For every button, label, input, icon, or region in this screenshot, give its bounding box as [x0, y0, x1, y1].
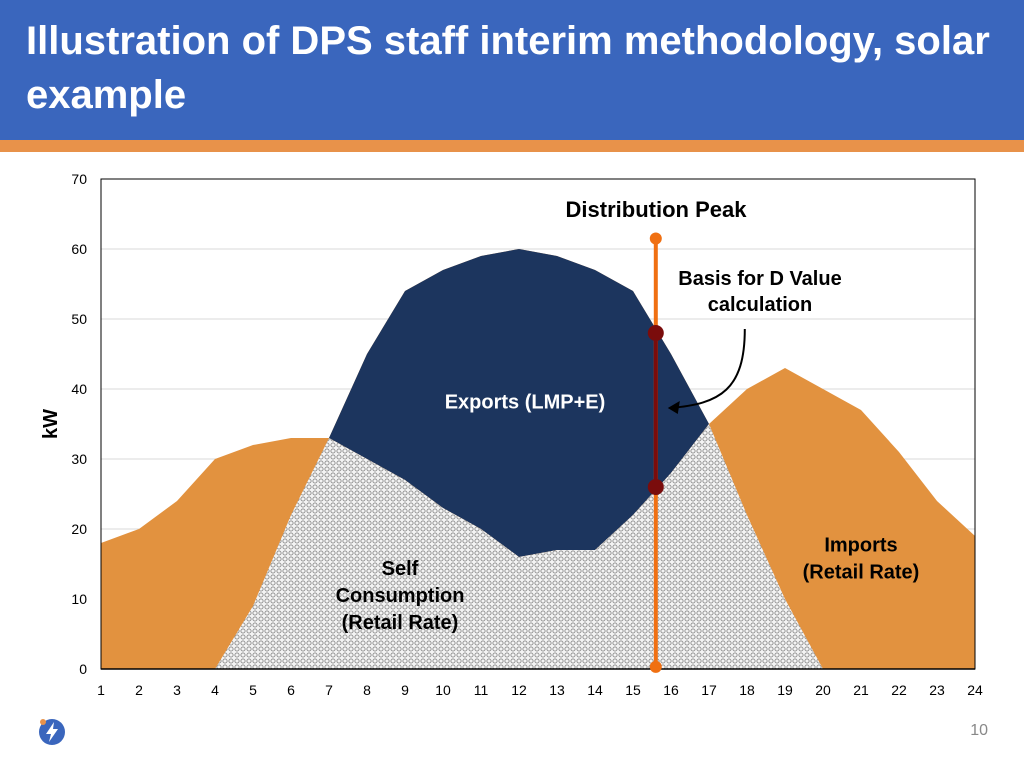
x-tick-label: 13	[549, 682, 565, 698]
basis-arrow-head	[667, 401, 680, 414]
y-tick-label: 20	[71, 521, 87, 537]
basis-lower-marker	[647, 479, 664, 495]
x-tick-label: 24	[967, 682, 983, 698]
peak-line-top-cap	[649, 232, 662, 245]
self-consumption-label: Self Consumption (Retail Rate)	[336, 558, 465, 634]
lightning-logo-icon	[39, 719, 65, 745]
self-consumption-area	[101, 424, 975, 669]
x-tick-label: 22	[891, 682, 907, 698]
x-tick-label: 3	[173, 682, 181, 698]
y-axis-title: kW	[40, 409, 62, 439]
x-tick-label: 1	[97, 682, 105, 698]
slide-header: Illustration of DPS staff interim method…	[0, 0, 1024, 140]
page-number: 10	[970, 722, 988, 739]
x-tick-label: 12	[511, 682, 527, 698]
x-tick-label: 17	[701, 682, 717, 698]
x-tick-label: 6	[287, 682, 295, 698]
imports-label: Imports (Retail Rate)	[803, 534, 920, 583]
peak-line-bottom-cap	[649, 660, 662, 673]
distribution-peak-label: Distribution Peak	[566, 197, 748, 222]
x-tick-label: 15	[625, 682, 641, 698]
y-tick-label: 50	[71, 311, 87, 327]
x-tick-label: 23	[929, 682, 945, 698]
x-tick-label: 16	[663, 682, 679, 698]
x-tick-label: 18	[739, 682, 755, 698]
y-tick-label: 40	[71, 381, 87, 397]
x-tick-label: 9	[401, 682, 409, 698]
x-tick-label: 11	[474, 682, 489, 698]
x-tick-label: 14	[587, 682, 603, 698]
x-tick-label: 8	[363, 682, 371, 698]
slide-title: Illustration of DPS staff interim method…	[26, 19, 990, 117]
x-tick-label: 10	[435, 682, 451, 698]
basis-upper-marker	[647, 325, 664, 341]
exports-label: Exports (LMP+E)	[445, 392, 606, 414]
exports-area	[329, 249, 709, 557]
x-tick-label: 20	[815, 682, 831, 698]
header-accent-stripe	[0, 140, 1024, 152]
x-tick-label: 19	[777, 682, 793, 698]
basis-arrow-curve	[669, 328, 746, 409]
basis-label: Basis for D Value calculation	[678, 268, 841, 316]
x-tick-label: 5	[249, 682, 257, 698]
y-tick-label: 0	[79, 661, 87, 677]
y-tick-label: 60	[71, 241, 87, 257]
x-tick-label: 2	[135, 682, 143, 698]
x-tick-label: 4	[211, 682, 219, 698]
y-tick-label: 30	[71, 451, 87, 467]
x-tick-label: 21	[853, 682, 869, 698]
y-tick-label: 10	[71, 591, 87, 607]
x-tick-label: 7	[325, 682, 333, 698]
y-tick-label: 70	[71, 171, 87, 187]
